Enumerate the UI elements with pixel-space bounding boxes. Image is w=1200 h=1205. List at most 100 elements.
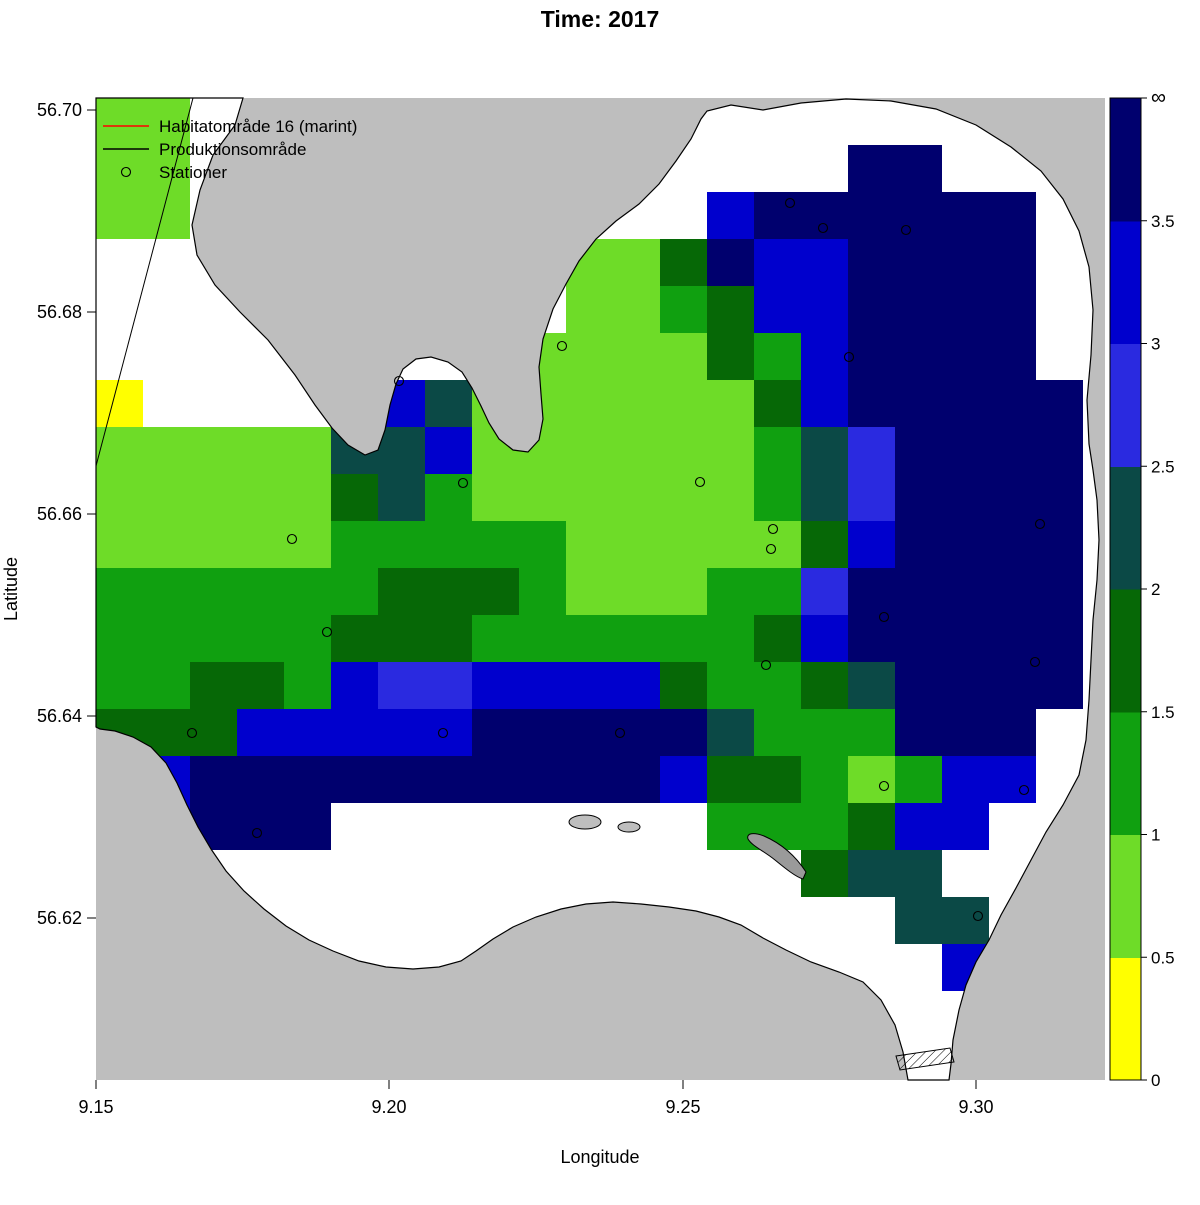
x-axis-label: Longitude	[560, 1147, 639, 1167]
raster-cell	[519, 474, 566, 521]
raster-cell	[190, 662, 237, 709]
hatched-dam-area	[895, 1047, 955, 1071]
raster-cell	[895, 333, 942, 380]
raster-cell	[284, 521, 331, 568]
raster-cell	[190, 427, 237, 474]
raster-cell	[754, 568, 801, 615]
raster-cell	[848, 286, 895, 333]
raster-cell	[942, 239, 989, 286]
raster-cell	[519, 521, 566, 568]
colorbar-tick-label: 3.5	[1151, 212, 1175, 231]
raster-cell	[190, 615, 237, 662]
station-marker	[694, 476, 706, 488]
station-marker	[767, 523, 779, 535]
raster-cell	[942, 380, 989, 427]
raster-cell	[237, 521, 284, 568]
raster-cell	[895, 521, 942, 568]
raster-cell	[895, 568, 942, 615]
raster-cell	[754, 709, 801, 756]
colorbar-segment	[1110, 711, 1141, 836]
raster-cell	[566, 521, 613, 568]
raster-cell	[472, 474, 519, 521]
raster-cell	[895, 615, 942, 662]
raster-cell	[237, 427, 284, 474]
raster-cell	[284, 803, 331, 850]
raster-cell	[378, 756, 425, 803]
raster-cell	[801, 192, 848, 239]
raster-cell	[96, 98, 143, 145]
raster-cell	[895, 897, 942, 944]
raster-cell	[566, 568, 613, 615]
raster-cell	[801, 286, 848, 333]
raster-cell	[284, 615, 331, 662]
y-tick-label: 56.70	[37, 100, 82, 120]
raster-cell	[942, 333, 989, 380]
raster-cell	[895, 427, 942, 474]
colorbar-segment	[1110, 589, 1141, 713]
y-axis-label: Latitude	[1, 557, 21, 621]
raster-cell	[331, 521, 378, 568]
raster-cell	[378, 662, 425, 709]
raster-cell	[895, 145, 942, 192]
raster-cell	[472, 521, 519, 568]
raster-cell	[801, 474, 848, 521]
raster-cell	[942, 756, 989, 803]
raster-cell	[942, 192, 989, 239]
raster-cell	[754, 333, 801, 380]
raster-cell	[331, 474, 378, 521]
raster-cell	[425, 756, 472, 803]
raster-cell	[754, 380, 801, 427]
raster-cell	[566, 286, 613, 333]
raster-cell	[989, 709, 1036, 756]
raster-cell	[237, 662, 284, 709]
raster-cell	[989, 615, 1036, 662]
raster-cell	[143, 474, 190, 521]
raster-cell	[1036, 568, 1083, 615]
raster-cell	[754, 756, 801, 803]
raster-cell	[613, 568, 660, 615]
raster-cell	[378, 474, 425, 521]
raster-cell	[989, 380, 1036, 427]
raster-cell	[190, 521, 237, 568]
y-tick-label: 56.68	[37, 302, 82, 322]
raster-cell	[801, 803, 848, 850]
raster-cell	[989, 286, 1036, 333]
raster-cell	[754, 286, 801, 333]
raster-cell	[613, 615, 660, 662]
raster-cell	[378, 427, 425, 474]
station-marker	[784, 197, 796, 209]
raster-cell	[895, 662, 942, 709]
raster-cell	[425, 474, 472, 521]
station-marker	[251, 827, 263, 839]
raster-cell	[190, 709, 237, 756]
raster-cell	[660, 709, 707, 756]
raster-cell	[895, 474, 942, 521]
raster-cell	[143, 145, 190, 192]
raster-cell	[707, 427, 754, 474]
station-marker	[765, 543, 777, 555]
raster-cell	[707, 380, 754, 427]
raster-cell	[989, 333, 1036, 380]
raster-cell	[848, 709, 895, 756]
raster-cell	[472, 709, 519, 756]
raster-cell	[96, 568, 143, 615]
raster-cell	[378, 615, 425, 662]
stations-layer	[186, 197, 1046, 922]
raster-cell	[660, 333, 707, 380]
station-marker	[1034, 518, 1046, 530]
raster-cell	[143, 662, 190, 709]
plot-title: Time: 2017	[541, 6, 659, 32]
raster-cell	[895, 850, 942, 897]
raster-cell	[801, 850, 848, 897]
raster-cell	[848, 380, 895, 427]
raster-cell	[613, 286, 660, 333]
raster-cell	[660, 286, 707, 333]
raster-cell	[284, 756, 331, 803]
raster-cell	[848, 756, 895, 803]
raster-cell	[190, 756, 237, 803]
raster-cell	[660, 662, 707, 709]
raster-cell	[989, 427, 1036, 474]
x-tick-label: 9.15	[78, 1097, 113, 1117]
raster-cell	[989, 756, 1036, 803]
